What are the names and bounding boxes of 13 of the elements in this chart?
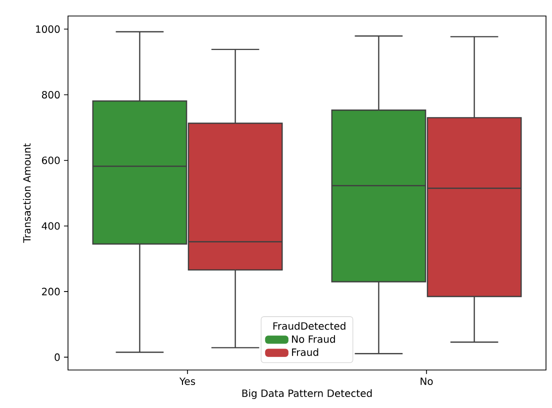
y-tick-label: 1000 xyxy=(36,25,60,33)
y-tick-label: 600 xyxy=(42,156,60,164)
x-tick-label: No xyxy=(420,378,433,386)
legend-label: Fraud xyxy=(292,348,318,356)
x-tick-label: Yes xyxy=(179,378,196,386)
y-axis-title: Transaction Amount xyxy=(22,143,31,243)
y-tick-label: 0 xyxy=(54,353,60,361)
y-tick-label: 800 xyxy=(42,90,60,99)
x-axis-title: Big Data Pattern Detected xyxy=(242,389,372,399)
y-tick-label: 400 xyxy=(42,222,60,230)
y-tick-label: 200 xyxy=(42,288,60,296)
legend-title: FraudDetected xyxy=(273,322,346,330)
legend-label: No Fraud xyxy=(292,335,335,343)
